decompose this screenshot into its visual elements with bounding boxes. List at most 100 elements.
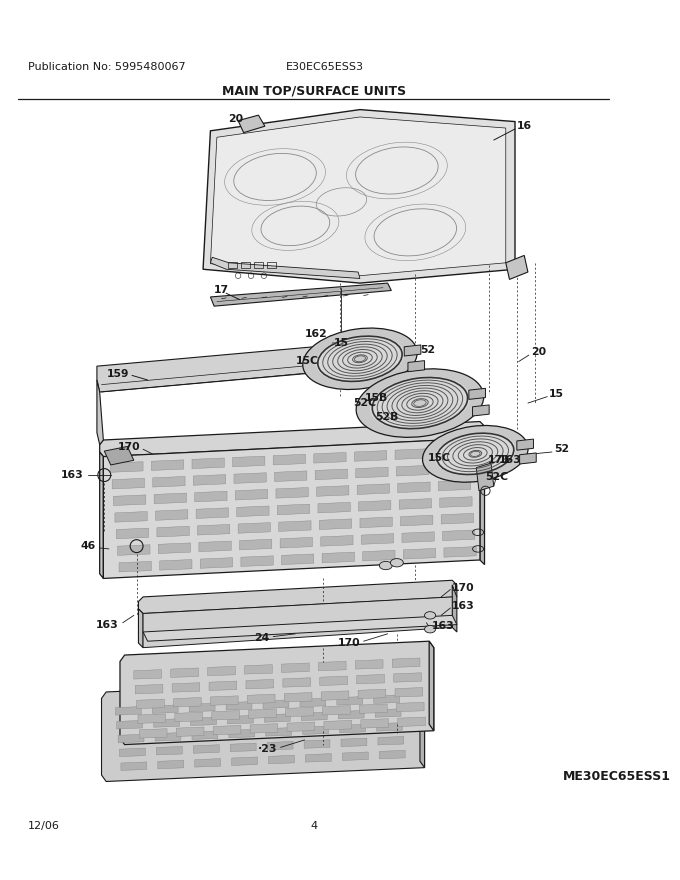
Polygon shape	[239, 539, 272, 550]
Polygon shape	[343, 752, 369, 760]
Polygon shape	[357, 484, 390, 495]
Polygon shape	[401, 515, 433, 526]
Text: ME30EC65ESS1: ME30EC65ESS1	[563, 770, 671, 783]
Polygon shape	[356, 467, 388, 478]
Polygon shape	[379, 751, 405, 759]
Polygon shape	[112, 479, 144, 489]
Polygon shape	[396, 466, 428, 476]
Text: 15: 15	[549, 389, 564, 399]
Text: 16: 16	[517, 121, 532, 131]
Polygon shape	[229, 730, 255, 737]
Polygon shape	[473, 405, 489, 416]
Ellipse shape	[435, 432, 515, 475]
Polygon shape	[404, 345, 421, 356]
Polygon shape	[280, 538, 312, 548]
Polygon shape	[160, 560, 192, 570]
Polygon shape	[398, 717, 426, 727]
Polygon shape	[118, 734, 144, 743]
Ellipse shape	[471, 451, 480, 457]
Polygon shape	[399, 499, 432, 510]
Polygon shape	[153, 476, 185, 487]
Polygon shape	[238, 523, 271, 533]
Polygon shape	[279, 521, 311, 532]
Text: 4: 4	[310, 821, 318, 831]
Polygon shape	[211, 711, 239, 720]
Polygon shape	[156, 746, 182, 755]
Polygon shape	[176, 727, 204, 737]
Polygon shape	[506, 255, 528, 280]
Text: 15C: 15C	[428, 453, 450, 464]
Text: 15C: 15C	[295, 356, 318, 365]
Polygon shape	[374, 695, 400, 703]
Polygon shape	[233, 456, 265, 466]
Polygon shape	[207, 666, 235, 676]
Polygon shape	[115, 511, 147, 522]
Polygon shape	[444, 546, 476, 557]
Polygon shape	[171, 668, 199, 678]
Text: MAIN TOP/SURFACE UNITS: MAIN TOP/SURFACE UNITS	[222, 84, 406, 98]
Ellipse shape	[413, 400, 426, 407]
Polygon shape	[395, 449, 427, 459]
Bar	[228, 262, 237, 268]
Polygon shape	[269, 755, 294, 764]
Polygon shape	[139, 609, 143, 648]
Polygon shape	[154, 719, 180, 727]
Polygon shape	[263, 700, 289, 708]
Polygon shape	[248, 694, 275, 704]
Polygon shape	[378, 737, 404, 745]
Polygon shape	[237, 506, 269, 517]
Polygon shape	[143, 615, 457, 642]
Polygon shape	[321, 691, 349, 700]
Polygon shape	[277, 504, 309, 515]
Polygon shape	[377, 722, 403, 731]
Polygon shape	[190, 717, 216, 725]
Polygon shape	[316, 469, 347, 480]
Polygon shape	[235, 489, 268, 500]
Polygon shape	[320, 676, 347, 686]
Polygon shape	[282, 554, 313, 565]
Polygon shape	[173, 698, 201, 707]
Bar	[267, 262, 276, 268]
Polygon shape	[210, 696, 238, 705]
Polygon shape	[104, 446, 134, 465]
Polygon shape	[158, 543, 190, 554]
Polygon shape	[210, 117, 506, 275]
Polygon shape	[338, 710, 364, 719]
Text: 163: 163	[61, 470, 83, 480]
Polygon shape	[284, 693, 312, 702]
Polygon shape	[245, 664, 272, 674]
Polygon shape	[97, 380, 103, 444]
Polygon shape	[116, 528, 149, 539]
Polygon shape	[317, 486, 349, 496]
Text: 159: 159	[107, 369, 129, 378]
Polygon shape	[193, 744, 219, 753]
Polygon shape	[402, 532, 435, 542]
Polygon shape	[396, 702, 424, 712]
Polygon shape	[362, 550, 395, 561]
Polygon shape	[283, 678, 311, 687]
Polygon shape	[276, 488, 308, 498]
Polygon shape	[322, 552, 354, 562]
Bar	[254, 262, 263, 268]
Text: 15B: 15B	[364, 393, 388, 403]
Polygon shape	[157, 526, 189, 537]
Polygon shape	[175, 712, 203, 722]
Polygon shape	[234, 473, 267, 483]
Polygon shape	[333, 339, 364, 357]
Polygon shape	[313, 452, 346, 463]
Polygon shape	[304, 740, 330, 748]
Polygon shape	[356, 660, 383, 669]
Polygon shape	[303, 726, 328, 735]
Text: 170: 170	[118, 443, 140, 452]
Polygon shape	[117, 721, 143, 729]
Polygon shape	[452, 585, 457, 632]
Text: 162: 162	[305, 329, 328, 339]
Polygon shape	[437, 464, 469, 474]
Polygon shape	[135, 685, 163, 693]
Polygon shape	[197, 524, 230, 535]
Polygon shape	[300, 698, 326, 707]
Polygon shape	[214, 725, 241, 735]
Text: 52: 52	[420, 346, 435, 356]
Polygon shape	[354, 451, 387, 461]
Polygon shape	[439, 480, 471, 491]
